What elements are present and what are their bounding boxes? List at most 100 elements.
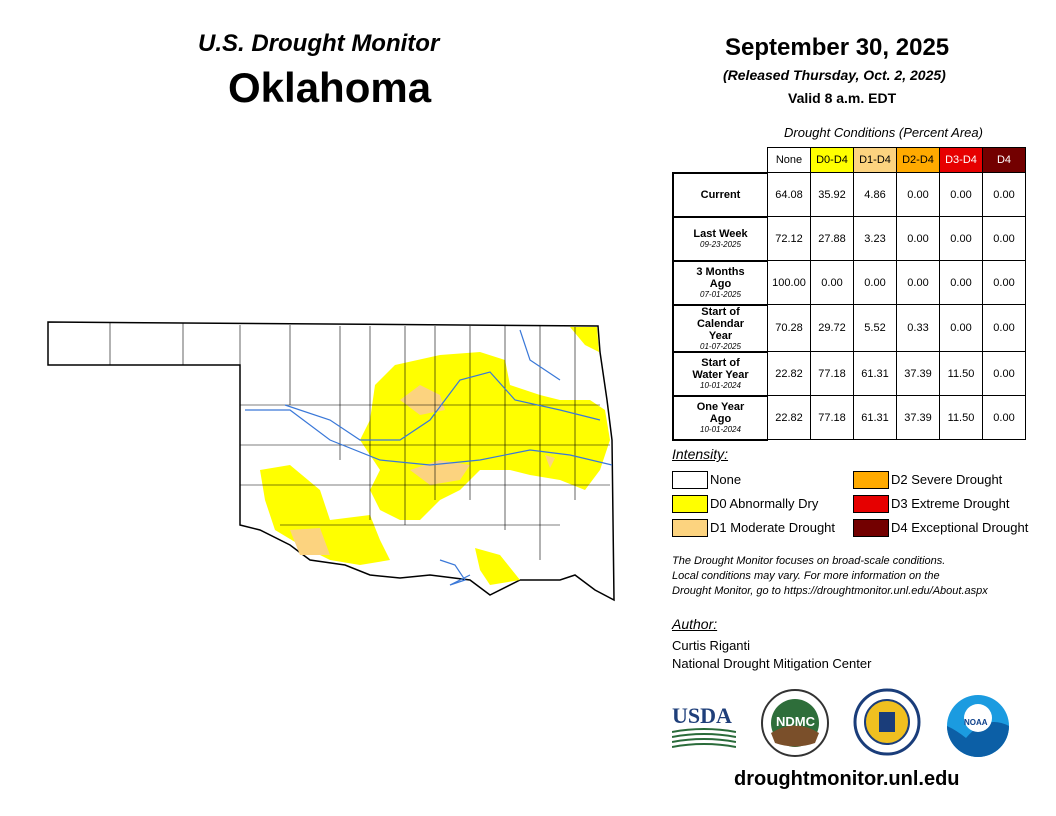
cell: 3.23 [853, 216, 897, 261]
cell: 11.50 [939, 351, 983, 396]
released: (Released Thursday, Oct. 2, 2025) [723, 67, 946, 83]
doi-logo [853, 688, 921, 756]
cell: 11.50 [939, 395, 983, 440]
cell: 0.00 [939, 260, 983, 305]
cell: 0.00 [982, 172, 1026, 217]
cell: 37.39 [896, 395, 940, 440]
cell: 0.00 [896, 172, 940, 217]
legend-label: D1 Moderate Drought [710, 520, 836, 535]
state: Oklahoma [228, 64, 432, 111]
cell: 0.00 [982, 395, 1026, 440]
d0-area [475, 548, 520, 585]
url: droughtmonitor.unl.edu [734, 768, 960, 790]
legend-swatch [672, 519, 708, 537]
row-label: Last Week 09-23-2025 [672, 215, 768, 262]
row-label: Current [672, 171, 768, 218]
legend-label: None [710, 472, 742, 487]
cell: 77.18 [810, 395, 854, 440]
cell: 22.82 [767, 351, 811, 396]
legend-swatch [853, 519, 889, 537]
table-row: Current 64.08 35.92 4.86 0.00 0.00 0.00 [672, 171, 1026, 218]
legend-label: D2 Severe Drought [891, 472, 1003, 487]
column-header: D2-D4 [896, 147, 940, 173]
legend-swatch [853, 495, 889, 513]
row-label: One Year Ago 10-01-2024 [672, 394, 768, 441]
table-row: 3 Months Ago 07-01-2025 100.00 0.00 0.00 0.00… [672, 259, 1026, 306]
cell: 27.88 [810, 216, 854, 261]
cell: 35.92 [810, 172, 854, 217]
cell: 0.00 [982, 304, 1026, 352]
author-title: Author: [672, 616, 718, 632]
noaa-logo [947, 695, 1009, 757]
note-line: Drought Monitor, go to https://droughtmo… [672, 585, 988, 597]
row-label: Start of Calendar Year 01-07-2025 [672, 303, 768, 353]
row-date: 10-01-2024 [700, 425, 741, 434]
usda-logo: USDA [672, 703, 732, 728]
row-date: 01-07-2025 [700, 341, 741, 351]
row-title: 3 Months Ago [696, 266, 745, 290]
note-line: The Drought Monitor focuses on broad-sca… [672, 555, 946, 567]
row-label: Start of Water Year 10-01-2024 [672, 350, 768, 397]
table-row: One Year Ago 10-01-2024 22.82 77.18 61.31 37.… [672, 394, 1026, 441]
cell: 0.00 [896, 260, 940, 305]
d0-area [570, 327, 599, 352]
cell: 64.08 [767, 172, 811, 217]
d1-area [290, 528, 330, 555]
column-header: D1-D4 [853, 147, 897, 173]
stats-table: None D0-D4 D1-D4 D2-D4 D3-D4 D4 Current 64.08 35… [672, 147, 1026, 441]
row-title: Start of Calendar Year [696, 305, 745, 342]
cell: 0.33 [896, 304, 940, 352]
author-name: Curtis Riganti [672, 638, 751, 653]
row-title: One Year Ago [696, 401, 745, 425]
cell: 0.00 [939, 172, 983, 217]
column-header: D4 [982, 147, 1026, 173]
row-date: 10-01-2024 [700, 381, 741, 390]
row-title: Current [700, 188, 741, 201]
county-lines [109, 322, 610, 560]
d0-area [260, 465, 390, 565]
note-line: Local conditions may vary. For more info… [672, 570, 940, 582]
legend-swatch [672, 471, 708, 489]
ndmc-text: NDMC [776, 714, 815, 729]
row-label: 3 Months Ago 07-01-2025 [672, 259, 768, 306]
usda-stripes [672, 728, 736, 748]
row-title: Start of Water Year [692, 357, 749, 381]
column-header: None [767, 147, 811, 173]
ndmc-logo [761, 689, 829, 757]
corner [673, 148, 768, 173]
cell: 5.52 [853, 304, 897, 352]
note: The Drought Monitor focuses on broad-sca… [672, 554, 988, 599]
rivers [245, 329, 613, 586]
legend-label: D3 Extreme Drought [891, 496, 1010, 511]
date: September 30, 2025 [725, 34, 950, 61]
legend-swatch [672, 495, 708, 513]
author-org: National Drought Mitigation Center [672, 656, 872, 671]
cell: 0.00 [982, 260, 1026, 305]
cell: 72.12 [767, 216, 811, 261]
cell: 0.00 [939, 304, 983, 352]
row-date: 09-23-2025 [700, 240, 741, 249]
row-title: Last Week [693, 228, 748, 240]
title: U.S. Drought Monitor [198, 30, 440, 57]
cell: 61.31 [853, 351, 897, 396]
cell: 22.82 [767, 395, 811, 440]
cell: 61.31 [853, 395, 897, 440]
cell: 4.86 [853, 172, 897, 217]
cell: 70.28 [767, 304, 811, 352]
row-date: 07-01-2025 [700, 290, 741, 299]
header-row: None D0-D4 D1-D4 D2-D4 D3-D4 D4 [673, 147, 1026, 173]
cell: 0.00 [853, 260, 897, 305]
table-row: Start of Calendar Year 01-07-2025 70.28 29.… [672, 303, 1026, 353]
d1-area [410, 460, 470, 485]
cell: 0.00 [896, 216, 940, 261]
table-row: Start of Water Year 10-01-2024 22.82 77.18 6… [672, 350, 1026, 397]
cell: 29.72 [810, 304, 854, 352]
legend-swatch [853, 471, 889, 489]
table-row: Last Week 09-23-2025 72.12 27.88 3.23 0.00 0.0… [672, 215, 1026, 262]
noaa-text: NOAA [964, 718, 988, 727]
cell: 0.00 [810, 260, 854, 305]
cell: 0.00 [939, 216, 983, 261]
cell: 37.39 [896, 351, 940, 396]
column-header: D0-D4 [810, 147, 854, 173]
